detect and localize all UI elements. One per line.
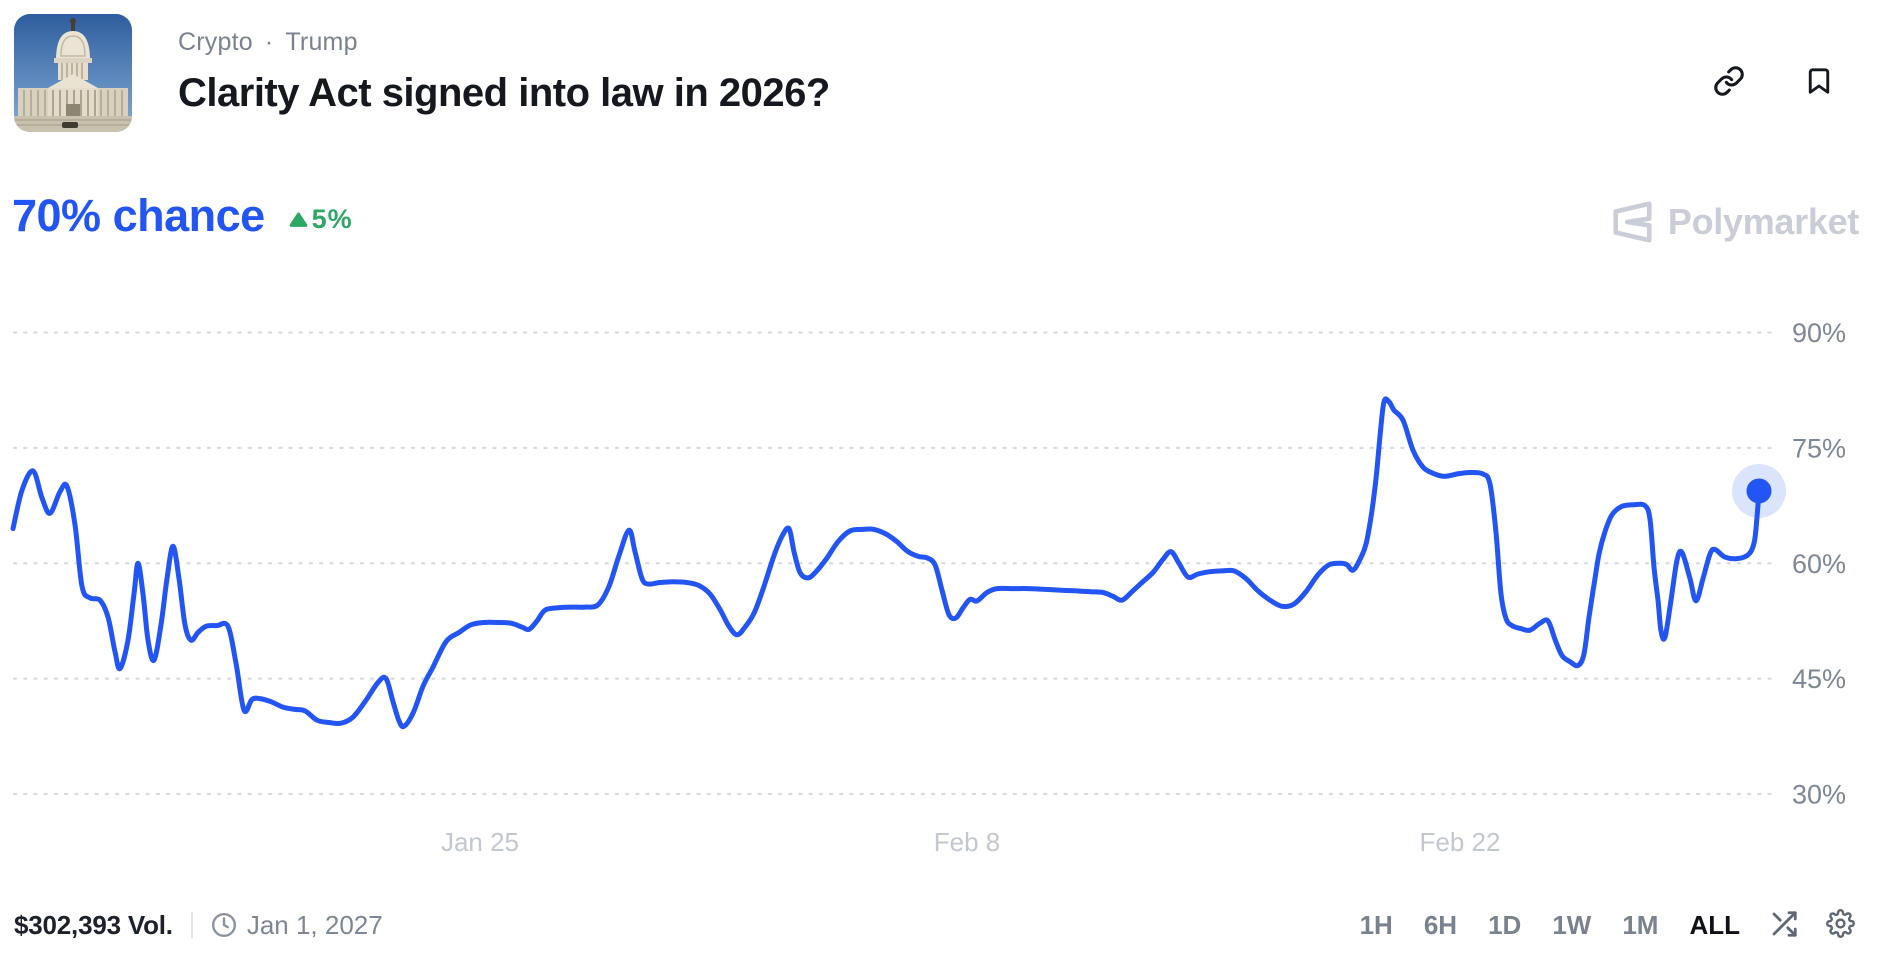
range-button-6h[interactable]: 6H <box>1422 908 1459 943</box>
range-button-1m[interactable]: 1M <box>1620 908 1660 943</box>
range-button-1d[interactable]: 1D <box>1486 908 1523 943</box>
y-axis-label: 30% <box>1792 780 1846 810</box>
bookmark-icon <box>1804 64 1834 101</box>
end-date-group: Jan 1, 2027 <box>211 910 383 941</box>
x-axis-label: Jan 25 <box>441 827 519 857</box>
settings-button[interactable] <box>1826 909 1855 941</box>
range-button-1w[interactable]: 1W <box>1550 908 1593 943</box>
polymarket-watermark[interactable]: Polymarket <box>1609 198 1859 246</box>
triangle-up-icon <box>289 212 308 227</box>
capitol-building-image <box>14 14 132 132</box>
y-axis-label: 60% <box>1792 549 1846 579</box>
gear-icon <box>1826 909 1855 941</box>
y-axis-label: 90% <box>1792 318 1846 348</box>
breadcrumb: Crypto · Trump <box>178 28 830 57</box>
breadcrumb-separator: · <box>264 28 274 56</box>
market-avatar <box>14 14 132 132</box>
polymarket-logo-icon <box>1613 201 1652 243</box>
header-actions <box>1711 62 1837 102</box>
copy-link-button[interactable] <box>1711 62 1747 102</box>
bookmark-button[interactable] <box>1801 62 1837 102</box>
y-axis-label: 75% <box>1792 433 1846 463</box>
footer-stats: $302,393 Vol. Jan 1, 2027 <box>14 905 383 945</box>
header: Crypto · Trump Clarity Act signed into l… <box>178 28 830 116</box>
range-button-1h[interactable]: 1H <box>1358 908 1395 943</box>
breadcrumb-tag[interactable]: Trump <box>285 28 358 56</box>
clock-icon <box>211 912 236 938</box>
range-button-all[interactable]: ALL <box>1687 908 1742 943</box>
footer-divider <box>190 912 193 938</box>
breadcrumb-category[interactable]: Crypto <box>178 28 253 56</box>
shuffle-icon <box>1769 909 1799 942</box>
price-row: 70% chance 5% <box>12 190 353 242</box>
end-date-label: Jan 1, 2027 <box>246 909 383 940</box>
probability-line <box>10 396 1762 730</box>
x-axis-label: Feb 22 <box>1420 827 1501 857</box>
page-title: Clarity Act signed into law in 2026? <box>178 71 830 115</box>
y-axis-label: 45% <box>1792 664 1846 694</box>
link-icon <box>1713 65 1745 100</box>
polymarket-wordmark: Polymarket <box>1667 201 1859 242</box>
chart-controls: 1H 6H 1D 1W 1M ALL <box>1358 905 1855 945</box>
change-value: 5% <box>311 203 353 234</box>
probability-change: 5% <box>289 204 353 235</box>
random-market-button[interactable] <box>1769 909 1799 942</box>
current-probability: 70% chance <box>12 190 265 241</box>
volume-label: $302,393 Vol. <box>14 909 173 940</box>
endpoint-dot <box>1746 478 1772 504</box>
x-axis-label: Feb 8 <box>934 827 1001 857</box>
